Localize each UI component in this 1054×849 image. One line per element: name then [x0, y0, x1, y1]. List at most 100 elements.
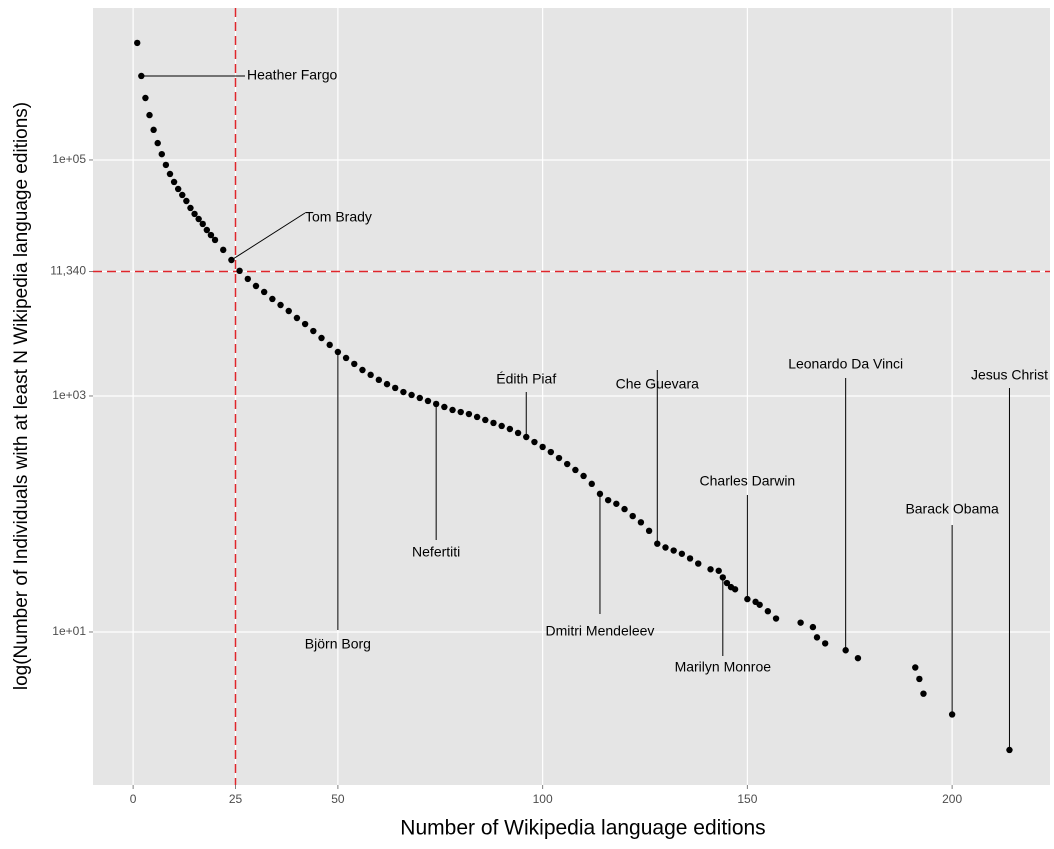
point	[277, 301, 284, 309]
point	[772, 615, 780, 622]
point	[821, 640, 829, 647]
point	[797, 619, 804, 626]
point	[555, 454, 563, 462]
annotation-label: Heather Fargo	[247, 67, 337, 83]
point	[244, 275, 251, 283]
point	[195, 215, 202, 223]
point	[183, 197, 190, 205]
point	[637, 519, 645, 526]
annotation-label: Dmitri Mendeleev	[545, 623, 654, 639]
point	[211, 236, 219, 244]
point	[621, 505, 628, 513]
point	[400, 388, 407, 396]
point	[134, 39, 141, 47]
point	[142, 94, 149, 102]
point	[318, 334, 325, 342]
point	[408, 391, 415, 399]
point	[359, 366, 366, 374]
annotation-label: Leonardo Da Vinci	[788, 356, 903, 372]
point	[854, 654, 862, 662]
x-tick-label: 150	[737, 792, 757, 806]
point	[416, 394, 423, 402]
point	[334, 348, 342, 356]
point	[383, 380, 391, 388]
point	[547, 448, 555, 456]
point	[351, 360, 358, 368]
x-axis-label: Number of Wikipedia language editions	[400, 817, 765, 840]
point	[150, 126, 157, 134]
y-tick-label: 1e+05	[52, 152, 86, 166]
point	[170, 178, 178, 186]
point	[375, 376, 383, 384]
point	[342, 354, 350, 362]
point	[310, 327, 317, 335]
annotation-label: Che Guevara	[616, 376, 699, 392]
annotation-label: Charles Darwin	[700, 473, 796, 489]
point	[285, 307, 292, 315]
point	[756, 601, 763, 608]
point	[707, 566, 714, 573]
point	[645, 527, 653, 535]
point	[203, 226, 211, 234]
point	[392, 384, 399, 392]
point	[514, 429, 522, 437]
point	[613, 500, 620, 507]
point	[432, 400, 440, 408]
point	[191, 210, 198, 218]
point	[523, 433, 530, 441]
point	[162, 161, 170, 169]
point	[686, 555, 694, 562]
point	[842, 647, 849, 654]
point	[187, 204, 194, 212]
x-tick-label: 25	[229, 792, 243, 806]
point	[424, 397, 432, 405]
point	[1006, 746, 1013, 754]
point	[580, 472, 587, 480]
point	[678, 550, 686, 557]
point	[604, 496, 612, 504]
point	[465, 410, 473, 418]
point	[220, 246, 227, 254]
point	[207, 231, 215, 239]
point	[146, 111, 153, 119]
point	[252, 282, 260, 290]
point	[457, 408, 464, 416]
point	[158, 150, 165, 158]
point	[912, 664, 919, 671]
point	[138, 72, 145, 80]
point	[236, 267, 243, 275]
point	[506, 425, 514, 433]
point	[293, 314, 301, 322]
annotation-line	[231, 212, 306, 261]
x-tick-label: 50	[331, 792, 345, 806]
x-tick-label: 200	[942, 792, 962, 806]
y-tick-label: 11,340	[50, 264, 86, 278]
point	[564, 460, 571, 468]
point	[670, 547, 677, 554]
point	[490, 419, 497, 427]
point	[228, 256, 235, 264]
point	[588, 480, 595, 488]
point	[174, 185, 182, 193]
point	[920, 690, 927, 697]
annotation-label: Barack Obama	[905, 501, 999, 517]
annotation-label: Édith Piaf	[496, 371, 556, 387]
point	[301, 320, 309, 328]
point	[473, 413, 481, 421]
point	[179, 191, 186, 199]
point	[948, 711, 956, 718]
point	[539, 443, 546, 451]
point	[764, 608, 772, 615]
annotation-label: Nefertiti	[412, 544, 460, 560]
point	[199, 220, 206, 228]
point	[744, 595, 751, 603]
point	[715, 567, 722, 574]
x-tick-label: 100	[533, 792, 553, 806]
point	[596, 490, 604, 498]
point	[449, 406, 456, 414]
point	[154, 139, 161, 147]
x-tick-label: 0	[130, 792, 137, 806]
point	[662, 544, 669, 551]
